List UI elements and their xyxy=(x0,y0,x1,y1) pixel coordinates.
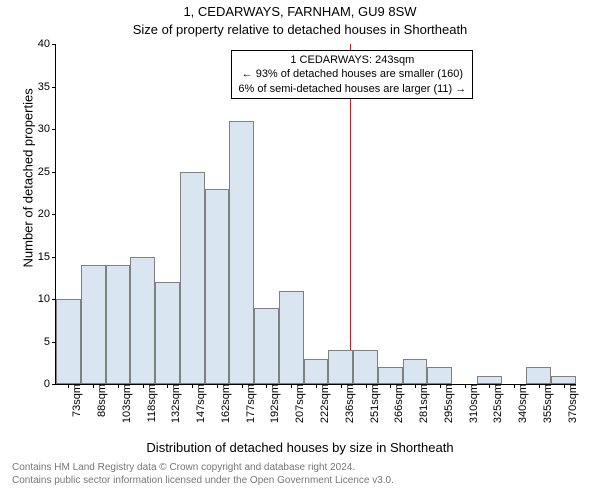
histogram-bar xyxy=(304,359,329,385)
histogram-bar xyxy=(56,299,81,384)
x-tick-label: 266sqm xyxy=(387,384,405,423)
footer-line-2: Contains public sector information licen… xyxy=(12,475,394,488)
annotation-line-3: 6% of semi-detached houses are larger (1… xyxy=(238,82,466,96)
y-tick-mark xyxy=(52,87,56,88)
y-tick-mark xyxy=(52,257,56,258)
x-tick-label: 281sqm xyxy=(412,384,430,423)
x-tick-label: 355sqm xyxy=(536,384,554,423)
x-tick-label: 236sqm xyxy=(338,384,356,423)
footer-line-1: Contains HM Land Registry data © Crown c… xyxy=(12,462,394,475)
page-subtitle: Size of property relative to detached ho… xyxy=(0,22,600,37)
footer-attribution: Contains HM Land Registry data © Crown c… xyxy=(12,462,394,487)
x-tick-label: 207sqm xyxy=(288,384,306,423)
histogram-bar xyxy=(155,282,180,384)
x-tick-label: 251sqm xyxy=(363,384,381,423)
page-title: 1, CEDARWAYS, FARNHAM, GU9 8SW xyxy=(0,4,600,19)
x-tick-label: 222sqm xyxy=(313,384,331,423)
histogram-bar xyxy=(403,359,428,385)
histogram-bar xyxy=(279,291,304,385)
y-tick-mark xyxy=(52,129,56,130)
x-tick-label: 310sqm xyxy=(462,384,480,423)
x-tick-label: 162sqm xyxy=(214,384,232,423)
histogram-bar xyxy=(254,308,279,385)
x-axis-label: Distribution of detached houses by size … xyxy=(0,440,600,455)
y-tick-mark xyxy=(52,172,56,173)
histogram-bar xyxy=(526,367,551,384)
histogram-bar xyxy=(353,350,378,384)
histogram-bar xyxy=(477,376,502,385)
x-tick-label: 88sqm xyxy=(90,384,108,417)
annotation-line-1: 1 CEDARWAYS: 243sqm xyxy=(238,53,466,67)
x-tick-label: 118sqm xyxy=(140,384,158,422)
histogram-bar xyxy=(378,367,403,384)
histogram-bar xyxy=(205,189,230,385)
x-tick-label: 370sqm xyxy=(561,384,579,423)
histogram-bar xyxy=(328,350,353,384)
histogram-bar xyxy=(81,265,106,384)
annotation-box: 1 CEDARWAYS: 243sqm ← 93% of detached ho… xyxy=(231,50,473,99)
histogram-plot: 1 CEDARWAYS: 243sqm ← 93% of detached ho… xyxy=(55,44,576,385)
y-axis-label: Number of detached properties xyxy=(21,168,36,268)
x-tick-label: 340sqm xyxy=(511,384,529,423)
x-tick-label: 325sqm xyxy=(486,384,504,423)
x-tick-label: 177sqm xyxy=(239,384,257,423)
y-tick-mark xyxy=(52,214,56,215)
histogram-bar xyxy=(106,265,131,384)
histogram-bar xyxy=(427,367,452,384)
x-tick-label: 73sqm xyxy=(65,384,83,417)
x-tick-label: 103sqm xyxy=(115,384,133,423)
histogram-bar xyxy=(180,172,205,385)
x-tick-label: 147sqm xyxy=(189,384,207,423)
x-tick-label: 295sqm xyxy=(437,384,455,423)
histogram-bar xyxy=(551,376,576,385)
y-tick-mark xyxy=(52,384,56,385)
histogram-bar xyxy=(130,257,155,385)
x-tick-label: 192sqm xyxy=(263,384,281,423)
annotation-line-2: ← 93% of detached houses are smaller (16… xyxy=(238,67,466,81)
y-tick-mark xyxy=(52,44,56,45)
x-tick-label: 132sqm xyxy=(164,384,182,423)
histogram-bar xyxy=(229,121,254,385)
